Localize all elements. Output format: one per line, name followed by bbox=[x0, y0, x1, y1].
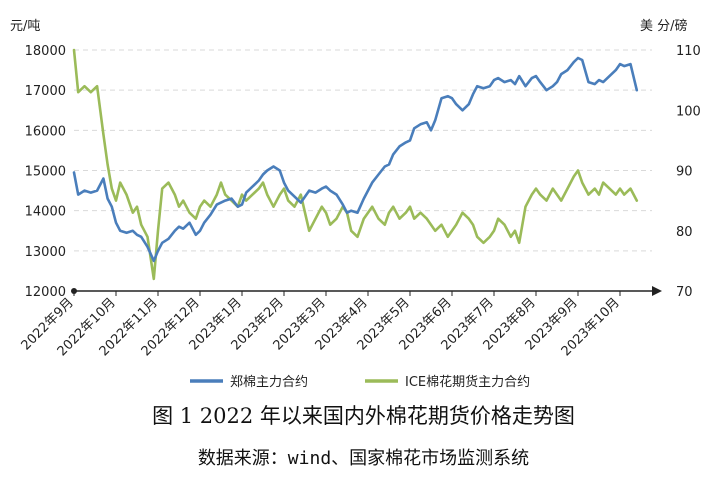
legend: 郑棉主力合约 ICE棉花期货主力合约 bbox=[190, 374, 530, 390]
left-tick-label: 18000 bbox=[25, 44, 66, 59]
left-tick-label: 13000 bbox=[25, 245, 66, 260]
price-line-chart: 12000 13000 14000 15000 16000 17000 18000 70 80 9… bbox=[10, 18, 701, 390]
left-tick-label: 15000 bbox=[25, 165, 66, 180]
right-tick-label: 90 bbox=[676, 165, 693, 180]
zce-series-line bbox=[72, 56, 639, 263]
ice-series-line bbox=[72, 48, 639, 281]
left-tick-label: 16000 bbox=[25, 124, 66, 139]
legend-label-ice: ICE棉花期货主力合约 bbox=[405, 374, 530, 390]
left-tick-label: 14000 bbox=[25, 205, 66, 220]
x-axis-arrow bbox=[652, 286, 662, 296]
legend-label-zce: 郑棉主力合约 bbox=[230, 375, 308, 390]
right-tick-label: 110 bbox=[676, 44, 701, 59]
right-tick-label: 80 bbox=[676, 225, 693, 240]
right-tick-label: 100 bbox=[676, 104, 701, 119]
right-axis-unit-label: 美 分/磅 bbox=[640, 18, 688, 34]
axes: 12000 13000 14000 15000 16000 17000 18000 70 80 9… bbox=[19, 44, 701, 359]
series-lines bbox=[72, 48, 639, 281]
left-tick-label: 17000 bbox=[25, 84, 66, 99]
figure-caption-title: 图 1 2022 年以来国内外棉花期货价格走势图 bbox=[152, 404, 575, 428]
left-tick-label: 12000 bbox=[25, 285, 66, 300]
figure-caption-source: 数据来源：wind、国家棉花市场监测系统 bbox=[197, 448, 530, 469]
right-tick-label: 70 bbox=[676, 285, 693, 300]
left-axis-unit-label: 元/吨 bbox=[10, 19, 40, 34]
gridlines bbox=[74, 49, 652, 252]
